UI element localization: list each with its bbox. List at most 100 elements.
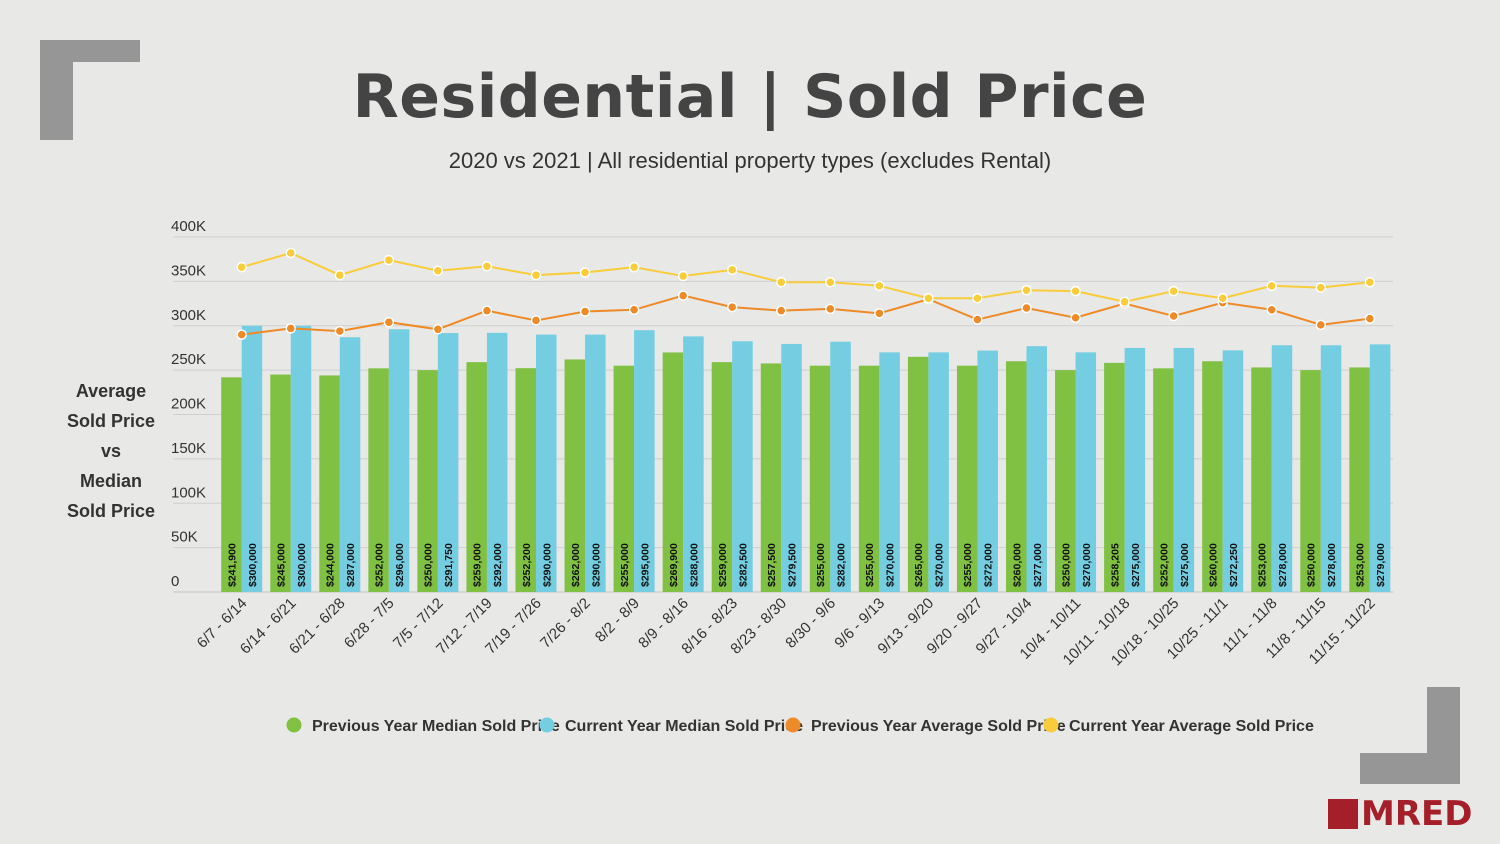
curr-avg-point xyxy=(334,269,346,281)
curr-avg-point xyxy=(1168,285,1179,297)
bar-data-label: $250,000 xyxy=(1306,543,1318,587)
bar-data-label: $272,000 xyxy=(983,543,995,587)
bar-prev-median xyxy=(564,359,586,592)
bar-curr-median xyxy=(536,334,557,592)
bar-prev-median xyxy=(1300,370,1321,592)
bar-curr-median xyxy=(339,337,361,592)
bar-data-label: $282,000 xyxy=(836,543,848,587)
bar-curr-median xyxy=(1075,352,1097,592)
bar-data-label: $253,000 xyxy=(1355,543,1367,587)
prev-avg-point xyxy=(972,314,983,325)
bar-data-label: $278,000 xyxy=(1326,543,1338,587)
page-subtitle: 2020 vs 2021 | All residential property … xyxy=(448,148,1052,173)
bar-data-label: $255,000 xyxy=(864,543,876,587)
bar-curr-median xyxy=(977,350,998,592)
bar-data-label: $300,000 xyxy=(296,543,308,587)
bar-prev-median xyxy=(515,368,536,592)
curr-avg-series xyxy=(236,247,1376,308)
bar-data-label: $291,750 xyxy=(443,543,455,587)
curr-avg-point xyxy=(1217,292,1228,304)
bar-prev-median xyxy=(1251,367,1272,592)
prev-avg-point xyxy=(726,301,738,313)
curr-avg-point xyxy=(481,261,493,272)
curr-avg-point xyxy=(1364,277,1376,288)
bar-data-label: $279,000 xyxy=(1375,543,1387,587)
curr-avg-point xyxy=(1266,280,1277,292)
curr-avg-point xyxy=(1070,285,1081,297)
prev-avg-point xyxy=(1315,319,1327,331)
bar-prev-median xyxy=(711,362,733,592)
x-tick-label: 6/28 - 7/5 xyxy=(341,595,398,652)
page-title: Residential | Sold Price xyxy=(352,62,1148,132)
y-tick-label: 0 xyxy=(171,573,179,590)
bar-data-label: $270,000 xyxy=(934,543,946,587)
bar-data-label: $290,000 xyxy=(541,543,553,587)
curr-avg-line xyxy=(241,251,1370,303)
bar-curr-median xyxy=(1271,345,1293,592)
bar-data-label: $255,000 xyxy=(815,543,827,587)
bar-data-label: $272,250 xyxy=(1228,543,1240,587)
curr-avg-point xyxy=(972,292,983,304)
bar-curr-median xyxy=(290,325,312,592)
bar-prev-median xyxy=(466,362,487,592)
prev-avg-point xyxy=(825,303,836,315)
legend-label: Current Year Average Sold Price xyxy=(1069,718,1314,735)
bar-prev-median xyxy=(613,365,635,592)
bar-prev-median xyxy=(760,363,782,592)
bar-prev-median xyxy=(662,352,684,592)
bar-data-label: $241,900 xyxy=(226,543,238,587)
curr-avg-point xyxy=(874,280,885,292)
bar-prev-median xyxy=(221,377,242,592)
bar-data-label: $282,500 xyxy=(737,543,749,587)
bar-curr-median xyxy=(1124,347,1146,592)
legend: Previous Year Median Sold Price Current Y… xyxy=(286,717,1314,735)
y-tick-label: 400K xyxy=(171,218,206,235)
bar-prev-median xyxy=(319,375,340,592)
prev-avg-point xyxy=(236,329,247,340)
bar-curr-median xyxy=(241,325,263,592)
bar-data-label: $245,000 xyxy=(276,543,288,587)
bar-curr-median xyxy=(1369,344,1391,592)
prev-avg-point xyxy=(1364,313,1376,324)
bar-data-label: $269,900 xyxy=(668,543,680,587)
legend-swatch xyxy=(539,717,555,733)
bar-curr-median xyxy=(1222,350,1244,592)
bar-data-label: $250,000 xyxy=(1060,543,1072,587)
bar-data-label: $255,000 xyxy=(962,543,974,587)
bar-data-label: $252,200 xyxy=(521,543,533,587)
bar-curr-median xyxy=(1320,345,1342,592)
bar-data-label: $250,000 xyxy=(423,543,435,587)
bar-data-label: $257,500 xyxy=(766,543,778,587)
prev-avg-point xyxy=(776,305,787,316)
legend-swatch xyxy=(785,717,801,733)
bar-curr-median xyxy=(928,352,949,592)
bar-curr-median xyxy=(781,343,802,592)
logo-text: MRED xyxy=(1361,794,1473,834)
prev-avg-point xyxy=(1266,304,1277,316)
curr-avg-point xyxy=(1119,296,1130,308)
bar-prev-median xyxy=(1202,361,1223,592)
bar-data-label: $292,000 xyxy=(492,543,504,587)
legend-swatch xyxy=(286,717,302,733)
y-axis-label: Average Sold Price vs Median Sold Price xyxy=(58,376,164,526)
bar-data-label: $259,000 xyxy=(717,543,729,587)
bar-prev-median xyxy=(417,370,438,592)
legend-label: Current Year Median Sold Price xyxy=(565,718,803,735)
curr-avg-point xyxy=(530,269,542,281)
bar-data-label: $252,000 xyxy=(1158,543,1170,587)
curr-avg-point xyxy=(236,261,247,273)
bar-data-label: $260,000 xyxy=(1207,543,1219,587)
curr-avg-point xyxy=(1021,285,1032,296)
curr-avg-point xyxy=(776,277,787,288)
bar-prev-median xyxy=(956,365,978,592)
bar-data-label: $275,000 xyxy=(1130,543,1142,587)
bar-prev-median xyxy=(858,365,880,592)
y-tick-label: 300K xyxy=(171,307,206,324)
bar-prev-median xyxy=(368,368,389,592)
bar-curr-median xyxy=(634,330,655,592)
bar-data-label: $290,000 xyxy=(590,543,602,587)
bar-prev-median xyxy=(1153,368,1174,592)
y-tick-label: 150K xyxy=(171,440,206,457)
